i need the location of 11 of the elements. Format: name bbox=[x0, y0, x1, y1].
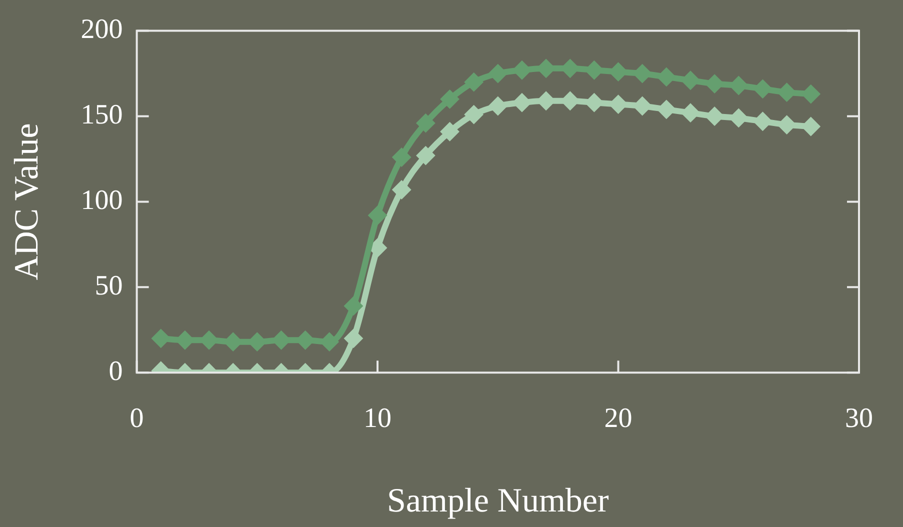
x-tick-label: 10 bbox=[364, 402, 392, 434]
y-axis-title: ADC Value bbox=[8, 123, 46, 280]
x-tick-label: 0 bbox=[130, 402, 144, 434]
y-tick-label: 0 bbox=[108, 356, 123, 387]
y-tick-label: 150 bbox=[80, 100, 123, 131]
y-tick-label: 200 bbox=[80, 14, 123, 46]
y-tick-label: 100 bbox=[80, 185, 123, 216]
x-axis-title: Sample Number bbox=[386, 482, 610, 520]
x-tick-label: 20 bbox=[604, 402, 632, 434]
x-tick-label: 30 bbox=[845, 402, 873, 434]
y-tick-label: 50 bbox=[94, 270, 123, 302]
